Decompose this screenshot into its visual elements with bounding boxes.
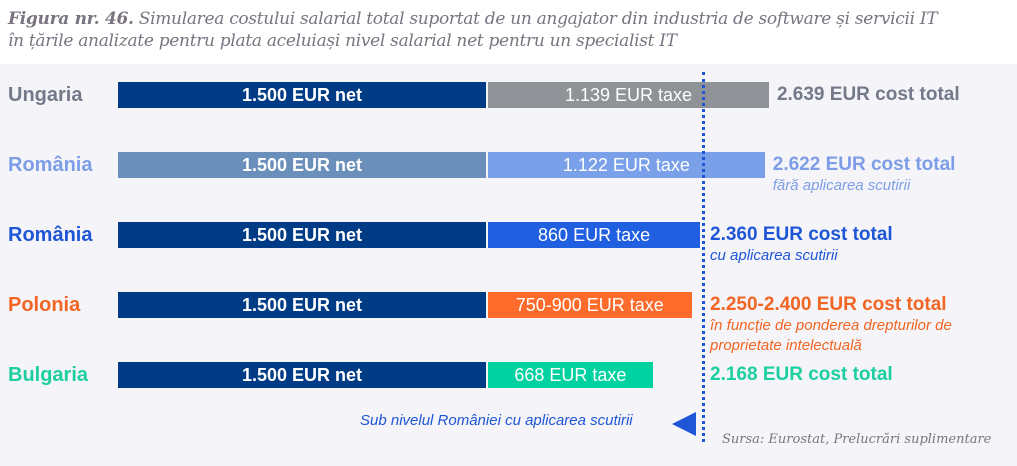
reference-line: [702, 72, 705, 442]
total-label: 2.360 EUR cost total: [710, 224, 893, 245]
total-label: 2.168 EUR cost total: [710, 364, 893, 385]
net-bar: 1.500 EUR net: [118, 292, 486, 318]
tax-bar: 1.139 EUR taxe: [488, 82, 769, 108]
country-label: România: [8, 224, 93, 246]
left-arrow-icon: [672, 412, 696, 436]
net-bar: 1.500 EUR net: [118, 82, 486, 108]
country-label: România: [8, 154, 93, 176]
reference-label: Sub nivelul României cu aplicarea scutir…: [360, 412, 633, 429]
source-note: Sursa: Eurostat, Prelucrări suplimentare: [722, 432, 992, 447]
country-label: Ungaria: [8, 84, 83, 106]
country-label: Polonia: [8, 294, 81, 316]
total-note: în funcție de ponderea drepturilor de pr…: [710, 317, 952, 354]
chart-panel: [0, 64, 1017, 466]
country-label: Bulgaria: [8, 364, 89, 386]
net-bar: 1.500 EUR net: [118, 362, 486, 388]
total-note: fără aplicarea scutirii: [772, 177, 911, 194]
net-bar: 1.500 EUR net: [118, 152, 486, 178]
figure-title: Figura nr. 46. Simularea costului salari…: [8, 8, 938, 52]
total-label: 2.639 EUR cost total: [776, 84, 960, 105]
title-line-1: Simularea costului salarial total suport…: [133, 9, 938, 29]
total-note: cu aplicarea scutirii: [710, 247, 838, 264]
total-label: 2.250-2.400 EUR cost total: [710, 294, 947, 315]
tax-bar: 750-900 EUR taxe: [488, 292, 692, 318]
tax-bar: 668 EUR taxe: [488, 362, 653, 388]
title-line-2: în țările analizate pentru plata aceluia…: [8, 31, 677, 51]
figure-number: Figura nr. 46.: [8, 9, 134, 29]
tax-bar: 1.122 EUR taxe: [488, 152, 765, 178]
tax-bar: 860 EUR taxe: [488, 222, 701, 248]
total-label: 2.622 EUR cost total: [772, 154, 956, 175]
net-bar: 1.500 EUR net: [118, 222, 486, 248]
